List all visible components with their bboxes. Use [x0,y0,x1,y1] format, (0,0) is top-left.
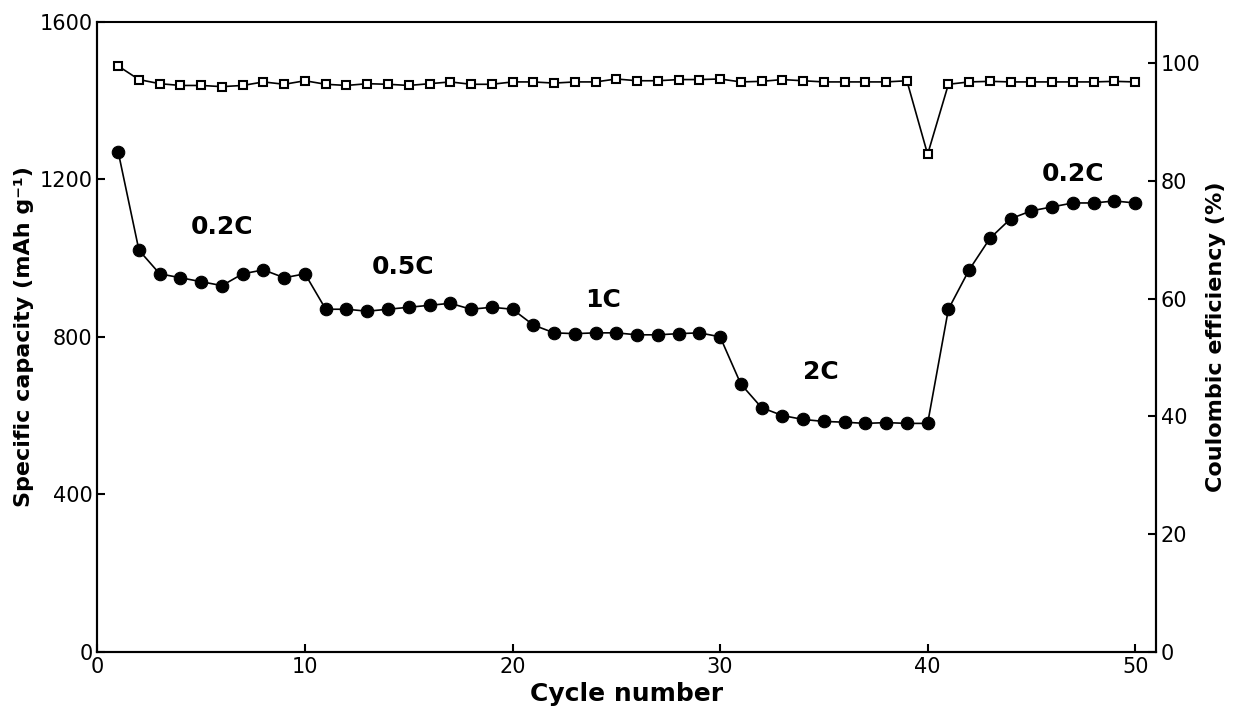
Text: 0.2C: 0.2C [1042,162,1105,186]
Text: 0.2C: 0.2C [191,215,253,240]
Text: 0.5C: 0.5C [372,255,434,279]
X-axis label: Cycle number: Cycle number [531,682,723,706]
Y-axis label: Coulombic efficiency (%): Coulombic efficiency (%) [1207,181,1226,492]
Text: 1C: 1C [585,288,621,312]
Y-axis label: Specific capacity (mAh g⁻¹): Specific capacity (mAh g⁻¹) [14,166,33,507]
Text: 2C: 2C [804,360,838,384]
